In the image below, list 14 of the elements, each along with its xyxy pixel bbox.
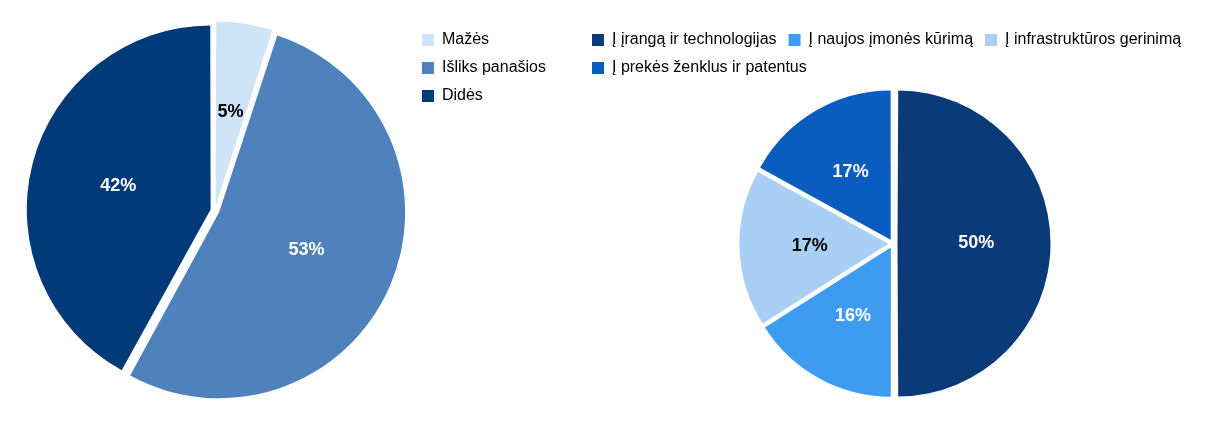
data-label: 53% — [288, 239, 325, 260]
data-label: 50% — [958, 232, 995, 253]
legend-label: Išliks panašios — [441, 58, 546, 76]
legend-label: Į naujos įmonės kūrimą — [808, 30, 974, 48]
data-label: 5% — [217, 100, 244, 121]
legend-label: Didės — [441, 86, 483, 104]
legend-label: Į įrangą ir technologijas — [612, 30, 777, 48]
data-label: 17% — [832, 160, 869, 181]
data-label: 17% — [791, 235, 828, 256]
legend-label: Į prekės ženklus ir patentus — [612, 58, 807, 76]
data-label: 16% — [834, 305, 871, 326]
legend-label: Į infrastruktūros gerinimą — [1005, 30, 1182, 48]
legend-label: Mažės — [441, 30, 490, 48]
data-label: 42% — [100, 174, 137, 195]
